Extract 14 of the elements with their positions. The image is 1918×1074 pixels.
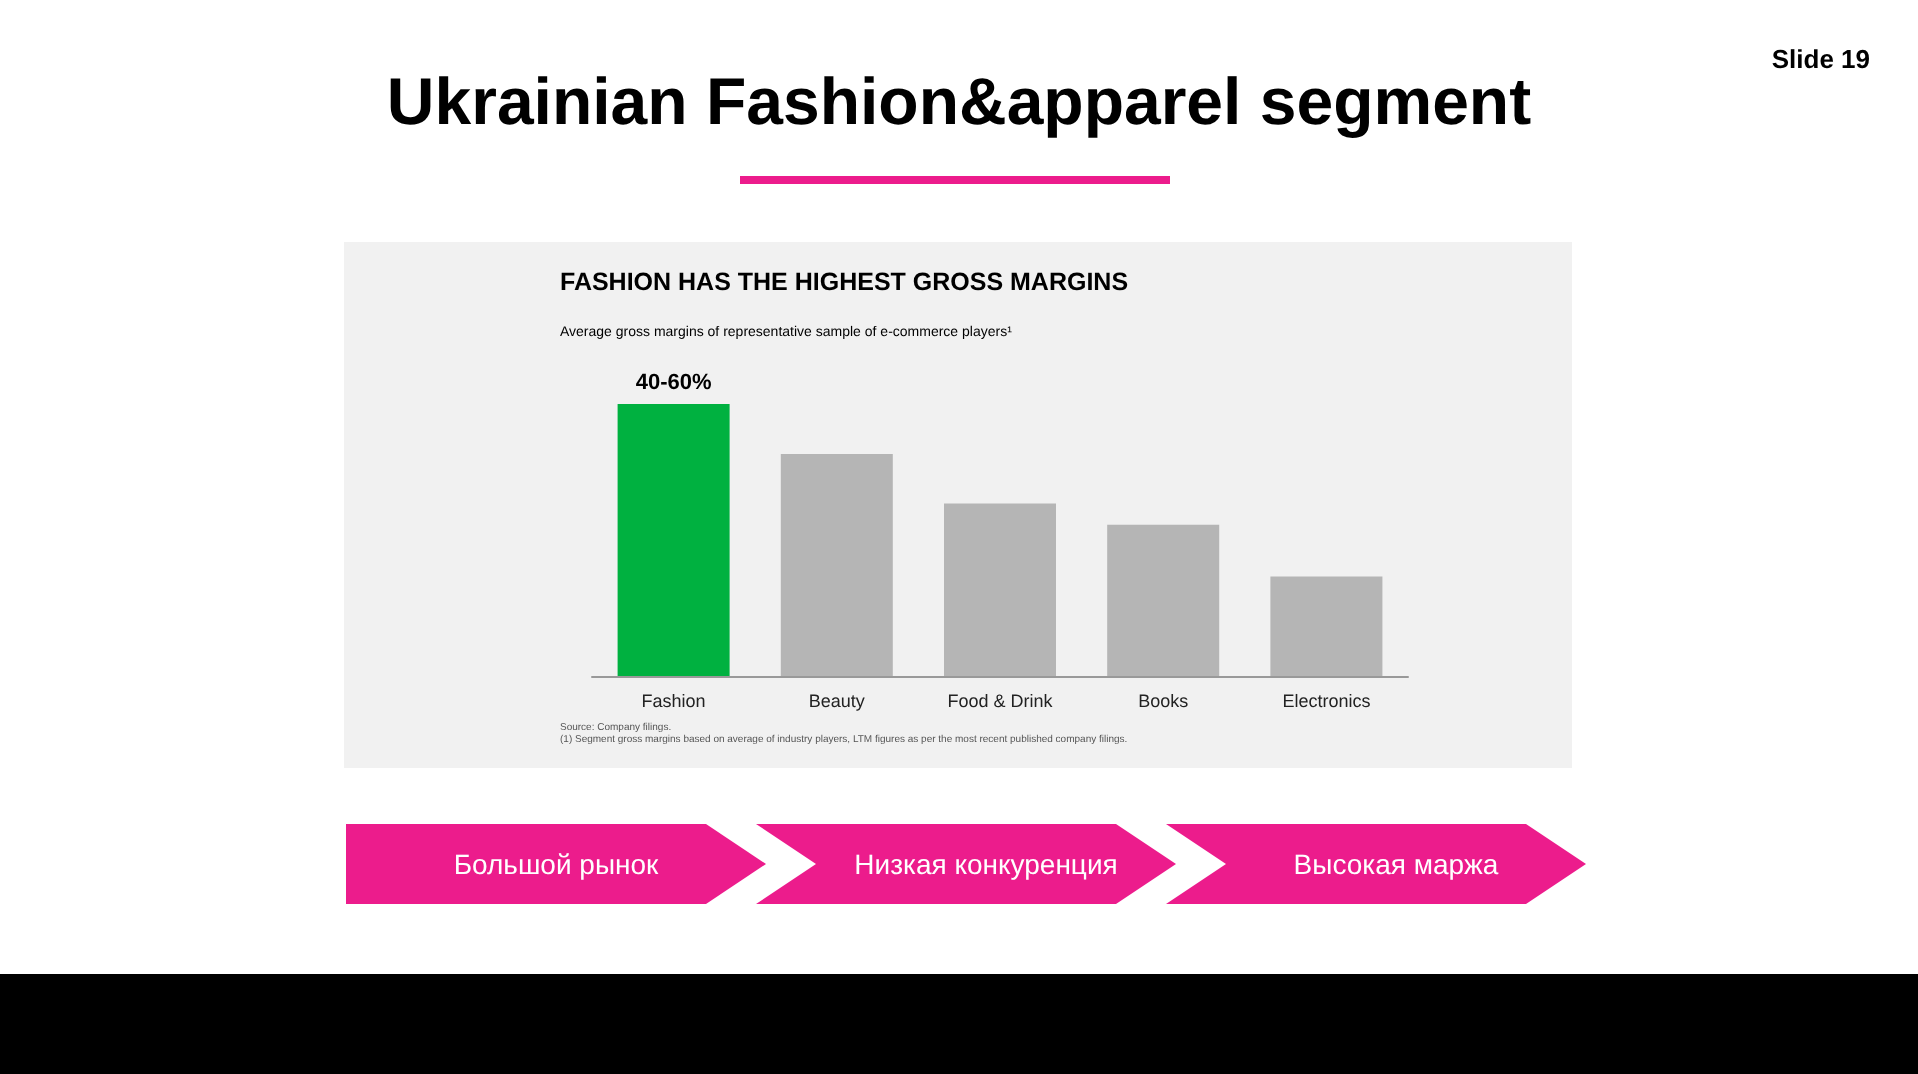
bar — [780, 454, 893, 676]
bar — [1107, 524, 1220, 676]
bar — [617, 404, 730, 676]
annotation: 40-60% — [635, 371, 712, 395]
bar — [1270, 576, 1383, 676]
x-tick-label: Books — [1138, 691, 1190, 711]
x-tick-label: Fashion — [641, 691, 706, 711]
x-tick-label: Beauty — [808, 691, 866, 711]
chart-subtitle: FASHION HAS THE HIGHEST GROSS MARGINS — [560, 268, 1129, 296]
text: Slide 19 — [1771, 44, 1870, 74]
x-tick-label: Electronics — [1282, 691, 1372, 711]
chart-title: Ukrainian Fashion&apparel segment — [386, 64, 1532, 138]
bar — [944, 503, 1056, 676]
x-tick-label: Food & Drink — [947, 691, 1054, 711]
